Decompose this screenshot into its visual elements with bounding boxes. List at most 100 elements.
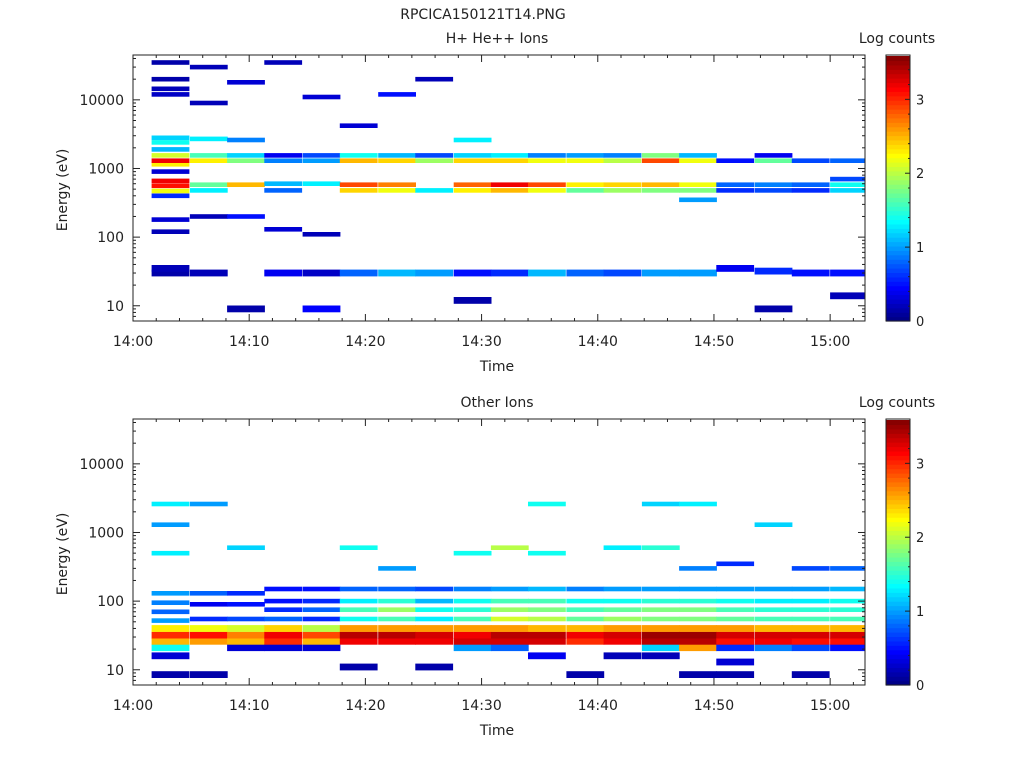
heatmap-cell [151, 153, 190, 158]
heatmap-cell [339, 616, 378, 622]
colorbar-swatch [886, 477, 910, 483]
heatmap-cell [830, 625, 865, 632]
colorbar-swatch [886, 667, 910, 673]
heatmap-cell [189, 671, 228, 678]
x-tick-label: 14:40 [578, 334, 618, 350]
heatmap-cell [679, 586, 717, 592]
y-tick-label: 1000 [88, 525, 124, 541]
colorbar-swatch [886, 521, 910, 527]
heatmap-cell [264, 227, 303, 232]
colorbar-tick-label: 0 [916, 315, 924, 330]
colorbar-swatch [886, 91, 910, 97]
heatmap-cell [754, 158, 793, 163]
heatmap-cell [415, 598, 454, 604]
heatmap-cell [151, 265, 190, 272]
colorbar-swatch [886, 565, 910, 571]
heatmap-cell [716, 658, 755, 666]
heatmap-cell [151, 522, 190, 527]
heatmap-cell [189, 182, 228, 187]
heatmap-cell [830, 292, 865, 300]
heatmap-cell [151, 600, 190, 605]
heatmap-cell [716, 637, 755, 645]
heatmap-cell [791, 631, 830, 639]
colorbar-swatch [886, 548, 910, 554]
heatmap-cell [339, 663, 378, 671]
colorbar-swatch [886, 468, 910, 474]
heatmap-cell [151, 183, 190, 189]
colorbar-swatch [886, 215, 910, 221]
heatmap-cell [378, 607, 416, 612]
heatmap-cell [603, 607, 642, 612]
heatmap-cell [603, 637, 642, 645]
colorbar-swatch [886, 197, 910, 203]
heatmap-cell [227, 545, 265, 550]
heatmap-cell [716, 265, 755, 272]
heatmap-cell [528, 616, 566, 622]
heatmap-cell [490, 625, 529, 632]
heatmap-cell [641, 501, 680, 507]
colorbar-swatch [886, 517, 910, 523]
heatmap-cell [716, 188, 755, 193]
colorbar-swatch [886, 543, 910, 549]
colorbar-swatch [886, 442, 910, 448]
heatmap-cell [151, 140, 190, 145]
heatmap-cell [566, 153, 605, 158]
heatmap-cell [490, 607, 529, 612]
colorbar-swatch [886, 241, 910, 247]
heatmap-cell [302, 94, 341, 100]
heatmap-cell [264, 644, 303, 652]
axes: 14:00 14:10 14:20 14:30 14:40 14:50 15:00 10 100… [79, 418, 866, 714]
heatmap-cell [679, 501, 717, 507]
heatmap-cell [566, 598, 605, 604]
heatmap-cell [339, 637, 378, 645]
heatmap-cell [528, 182, 566, 187]
heatmap-cell [302, 625, 341, 632]
heatmap-cell [151, 92, 190, 97]
colorbar-swatch [886, 192, 910, 198]
heatmap-cell [264, 153, 303, 158]
colorbar-swatch [886, 503, 910, 509]
heatmap-cell [791, 586, 830, 592]
heatmap-cell [151, 631, 190, 639]
x-tick-label: 15:00 [810, 698, 850, 714]
heatmap-cell [189, 214, 228, 219]
heatmap-cell [453, 158, 492, 163]
heatmap-cell [830, 188, 865, 193]
heatmap-cell [189, 591, 228, 596]
colorbar-swatch [886, 671, 910, 677]
colorbar-swatch [886, 117, 910, 123]
colorbar-swatch [886, 570, 910, 576]
heatmap-cell [151, 644, 190, 652]
heatmap-cell [641, 158, 680, 163]
heatmap-cell [791, 644, 830, 652]
colorbar-swatch [886, 486, 910, 492]
heatmap-cell [528, 153, 566, 158]
colorbar-swatch [886, 649, 910, 655]
colorbar-swatch [886, 64, 910, 70]
heatmap-cell [566, 182, 605, 187]
colorbar-swatch [886, 455, 910, 461]
colorbar-swatch [886, 662, 910, 668]
colorbar-swatch [886, 179, 910, 185]
heatmap-cell [603, 158, 642, 163]
colorbar-swatch [886, 316, 910, 322]
heatmap-cell [378, 586, 416, 592]
heatmap-cell [528, 158, 566, 163]
heatmap-cell [378, 637, 416, 645]
heatmap-cell [566, 637, 605, 645]
colorbar-tick-label: 0 [916, 679, 924, 694]
heatmap-cell [339, 598, 378, 604]
heatmap-cell [603, 625, 642, 632]
heatmap-cell [302, 631, 341, 639]
heatmap-cell [528, 652, 566, 660]
colorbar-swatch [886, 574, 910, 580]
heatmap-cell [641, 153, 680, 158]
heatmap-cell [830, 182, 865, 187]
colorbar-swatch [886, 86, 910, 92]
colorbar-swatch [886, 618, 910, 624]
heatmap-cell [490, 637, 529, 645]
colorbar-swatch [886, 268, 910, 274]
colorbar-swatch [886, 645, 910, 651]
heatmap-cell [415, 586, 454, 592]
